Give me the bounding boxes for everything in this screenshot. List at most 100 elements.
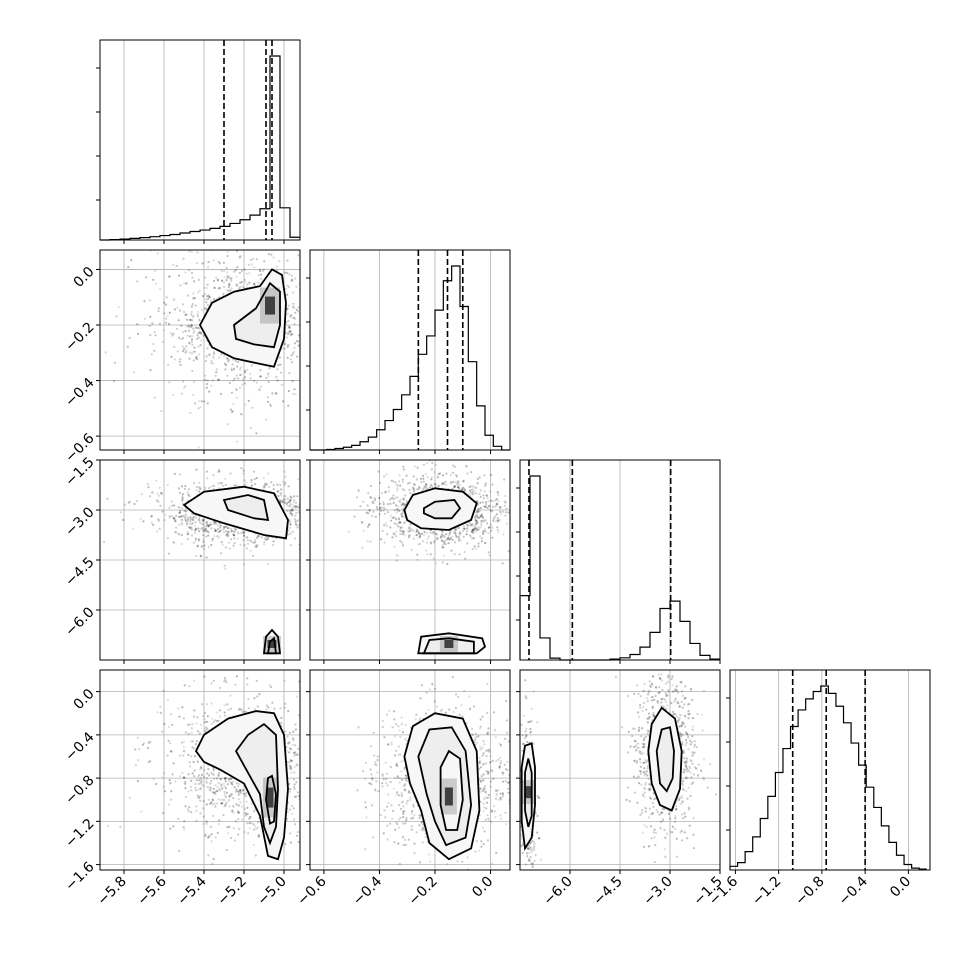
sample-point — [498, 506, 501, 509]
sample-point — [488, 554, 491, 557]
sample-point — [186, 518, 190, 521]
sample-point — [197, 278, 200, 281]
sample-point — [176, 306, 179, 309]
sample-point — [157, 518, 160, 521]
sample-point — [197, 345, 200, 348]
sample-point — [199, 781, 202, 784]
sample-point — [387, 743, 390, 746]
sample-point — [234, 529, 237, 532]
sample-point — [503, 478, 506, 481]
sample-point — [288, 808, 291, 811]
sample-point — [289, 512, 292, 515]
sample-point — [136, 323, 139, 326]
sample-point — [402, 502, 405, 505]
sample-point — [133, 371, 136, 374]
sample-point — [173, 504, 176, 507]
sample-point — [136, 332, 140, 335]
sample-point — [245, 536, 248, 539]
sample-point — [191, 723, 194, 726]
sample-point — [441, 533, 444, 536]
sample-point — [400, 801, 403, 804]
sample-point — [291, 813, 294, 816]
sample-point — [422, 487, 425, 490]
sample-point — [280, 721, 283, 725]
sample-point — [198, 327, 201, 330]
sample-point — [418, 816, 421, 820]
sample-point — [412, 491, 415, 494]
sample-point — [227, 285, 230, 288]
sample-point — [243, 268, 246, 271]
sample-point — [194, 539, 197, 542]
sample-point — [447, 534, 450, 537]
sample-point — [229, 472, 232, 475]
sample-point — [392, 480, 395, 483]
sample-point — [127, 266, 130, 269]
sample-point — [402, 498, 405, 501]
sample-point — [501, 795, 504, 798]
sample-point — [286, 307, 289, 310]
sample-point — [249, 827, 252, 830]
sample-point — [223, 368, 227, 371]
sample-point — [239, 790, 242, 793]
sample-point — [166, 314, 169, 317]
sample-point — [275, 392, 278, 396]
sample-point — [403, 533, 406, 536]
sample-point — [255, 545, 258, 548]
sample-point — [368, 523, 371, 527]
contour-line — [266, 636, 278, 655]
sample-point — [394, 481, 397, 484]
sample-point — [173, 358, 176, 361]
sample-point — [136, 780, 139, 783]
sample-point — [188, 341, 191, 344]
sample-point — [482, 530, 485, 533]
sample-point — [493, 810, 496, 813]
sample-point — [434, 532, 437, 535]
sample-point — [445, 472, 448, 475]
sample-point — [398, 781, 401, 784]
sample-point — [197, 774, 200, 777]
sample-point — [223, 525, 226, 529]
sample-point — [229, 777, 232, 781]
sample-point — [297, 840, 300, 844]
sample-point — [204, 378, 207, 382]
sample-point — [182, 350, 185, 353]
sample-point — [444, 543, 447, 546]
sample-point — [146, 483, 149, 486]
sample-point — [257, 834, 260, 837]
sample-point — [295, 523, 298, 527]
sample-point — [287, 529, 290, 532]
sample-point — [171, 723, 174, 727]
sample-point — [441, 535, 444, 538]
sample-point — [391, 817, 394, 821]
sample-point — [476, 510, 479, 513]
sample-point — [430, 476, 433, 479]
sample-point — [207, 545, 210, 549]
sample-point — [243, 531, 246, 534]
sample-point — [174, 531, 177, 534]
sample-point — [380, 506, 383, 509]
sample-point — [279, 492, 282, 495]
sample-point — [494, 499, 497, 502]
sample-point — [149, 315, 152, 318]
sample-point — [289, 759, 292, 763]
sample-point — [424, 712, 427, 715]
sample-point — [192, 350, 195, 353]
x-tick-label: −5.8 — [94, 874, 129, 909]
sample-point — [223, 531, 226, 534]
sample-point — [479, 790, 482, 794]
sample-point — [476, 477, 479, 480]
sample-point — [197, 796, 200, 800]
sample-point — [197, 310, 200, 313]
sample-point — [212, 354, 215, 358]
sample-point — [153, 396, 156, 399]
sample-point — [371, 501, 374, 504]
sample-point — [195, 722, 198, 725]
sample-point — [365, 816, 368, 819]
sample-point — [360, 520, 363, 524]
sample-point — [451, 535, 454, 538]
sample-point — [138, 748, 141, 751]
sample-point — [226, 826, 229, 829]
sample-point — [232, 403, 235, 406]
sample-point — [214, 529, 217, 532]
sample-point — [403, 515, 406, 518]
